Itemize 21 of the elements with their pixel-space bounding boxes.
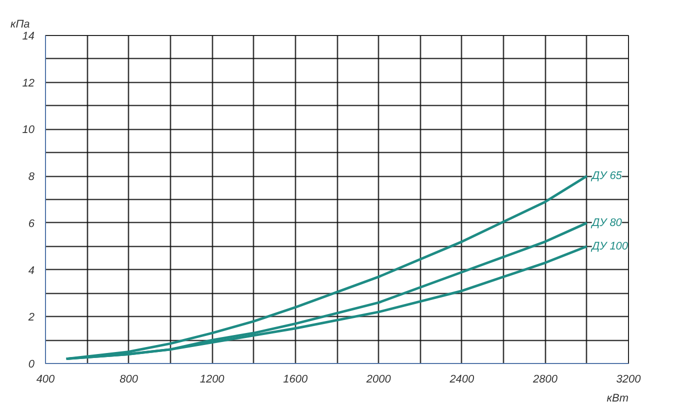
y-tick-label: 6 bbox=[28, 218, 36, 230]
series-label: ДУ 65 bbox=[590, 170, 623, 182]
y-tick-label: 14 bbox=[22, 30, 35, 42]
y-tick-label: 4 bbox=[28, 264, 35, 277]
x-axis-title: кВт bbox=[606, 392, 629, 404]
x-tick-label: 1600 bbox=[283, 374, 308, 386]
x-tick-label: 1200 bbox=[200, 374, 226, 386]
x-tick-label: 400 bbox=[36, 374, 56, 386]
y-tick-label: 2 bbox=[27, 312, 35, 324]
x-tick-label: 2800 bbox=[532, 374, 558, 386]
x-tick-label: 3200 bbox=[616, 374, 642, 386]
y-tick-label: 12 bbox=[22, 77, 35, 90]
x-tick-label: 800 bbox=[120, 374, 139, 386]
x-tick-label: 2400 bbox=[448, 374, 476, 386]
y-tick-label: 8 bbox=[28, 171, 36, 184]
x-tick-label: 2000 bbox=[365, 374, 392, 386]
series-label: ДУ 80 bbox=[590, 216, 623, 229]
series-label: ДУ 100 bbox=[590, 240, 629, 252]
y-axis-title: кПа bbox=[10, 18, 30, 30]
y-tick-label: 0 bbox=[28, 358, 36, 370]
y-tick-label: 10 bbox=[22, 124, 36, 136]
